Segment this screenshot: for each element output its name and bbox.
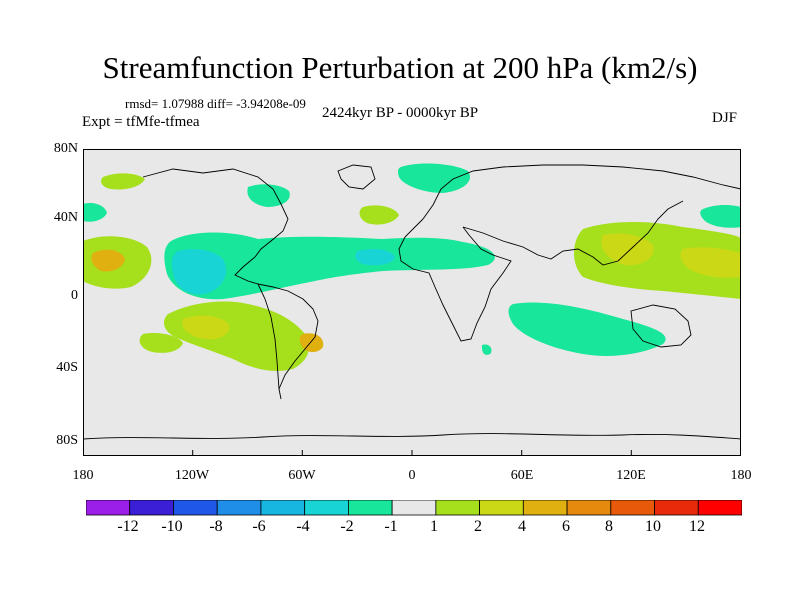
experiment-label: Expt = tfMfe-tfmea xyxy=(82,114,200,130)
colorbar-label: -8 xyxy=(209,518,223,535)
plot-title: Streamfunction Perturbation at 200 hPa (… xyxy=(102,50,698,85)
lat-label-0: 0 xyxy=(71,288,78,303)
antarctica-coast xyxy=(83,433,741,440)
south-pacific-positive-core xyxy=(182,315,230,340)
coastlines xyxy=(83,164,741,440)
colorbar-swatch xyxy=(566,500,612,516)
colorbar-swatch xyxy=(697,500,742,516)
map-panel xyxy=(83,149,741,456)
colorbar-swatch xyxy=(522,500,568,516)
lat-label-80n: 80N xyxy=(53,141,78,156)
south-pacific-small-positive xyxy=(139,333,183,353)
small-negative-blob xyxy=(481,344,492,355)
north-pacific-negative xyxy=(700,205,741,228)
lon-label-120e: 120E xyxy=(616,468,646,483)
map-background xyxy=(83,149,741,456)
anomaly-contours xyxy=(83,163,741,440)
colorbar-label: -1 xyxy=(384,518,398,535)
season-label: DJF xyxy=(712,110,738,126)
colorbar xyxy=(86,500,742,516)
south-america-positive-core xyxy=(299,333,324,353)
lon-label-60w: 60W xyxy=(288,468,316,483)
colorbar-swatch xyxy=(391,500,437,516)
greenland-coast xyxy=(337,164,376,190)
dateline-positive-core xyxy=(680,247,741,278)
colorbar-label: -2 xyxy=(340,518,354,535)
colorbar-label: -12 xyxy=(117,518,139,535)
colorbar-label: 2 xyxy=(474,518,482,535)
period-label: 2424kyr BP - 0000kyr BP xyxy=(322,105,479,121)
colorbar-label: 6 xyxy=(562,518,570,535)
lat-label-80s: 80S xyxy=(56,433,78,448)
colorbar-label: -6 xyxy=(252,518,266,535)
north-atlantic-positive xyxy=(359,205,399,225)
south-america-west-coast xyxy=(257,283,280,390)
west-edge-negative xyxy=(83,203,107,222)
africa-coast xyxy=(398,218,512,342)
colorbar-swatch xyxy=(610,500,655,516)
colorbar-swatch xyxy=(479,500,524,516)
lat-label-40s: 40S xyxy=(56,360,78,375)
lat-label-40n: 40N xyxy=(53,210,78,225)
asia-south-coast xyxy=(462,200,684,266)
colorbar-label: -10 xyxy=(161,518,183,535)
colorbar-swatch xyxy=(86,500,131,516)
colorbar-swatch xyxy=(347,500,393,516)
lon-label-180w: 180 xyxy=(72,468,94,483)
alaska-positive xyxy=(101,173,145,190)
colorbar-label: 1 xyxy=(430,518,438,535)
stats-text: rmsd= 1.07988 diff= -3.94208e-09 xyxy=(125,96,306,111)
colorbar-swatch xyxy=(260,500,306,516)
colorbar-swatch xyxy=(216,500,262,516)
colorbar-label: 8 xyxy=(605,518,613,535)
east-pacific-negative-core xyxy=(171,249,227,295)
lon-label-180e: 180 xyxy=(730,468,752,483)
lon-label-60e: 60E xyxy=(510,468,534,483)
map-ticks xyxy=(83,149,632,456)
atlantic-negative-core xyxy=(355,249,395,266)
colorbar-swatch xyxy=(435,500,480,516)
colorbar-swatch xyxy=(129,500,174,516)
atlantic-pacific-negative-band xyxy=(164,232,495,300)
colorbar-label: 10 xyxy=(645,518,661,535)
central-pacific-positive-core xyxy=(91,249,125,272)
south-america-east-coast xyxy=(257,283,319,400)
colorbar-label: 12 xyxy=(689,518,705,535)
lon-label-120w: 120W xyxy=(174,468,210,483)
colorbar-label: 4 xyxy=(518,518,526,535)
australia-coast xyxy=(630,304,692,348)
lon-label-0: 0 xyxy=(408,468,416,483)
eurasia-north-coast xyxy=(422,164,741,220)
colorbar-swatch xyxy=(654,500,699,516)
west-pacific-positive-core xyxy=(601,233,654,266)
north-america-coast xyxy=(142,168,289,285)
indian-ocean-negative xyxy=(508,302,666,356)
colorbar-swatch xyxy=(304,500,349,516)
colorbar-swatch xyxy=(173,500,218,516)
colorbar-label: -4 xyxy=(296,518,310,535)
europe-negative xyxy=(397,163,471,193)
